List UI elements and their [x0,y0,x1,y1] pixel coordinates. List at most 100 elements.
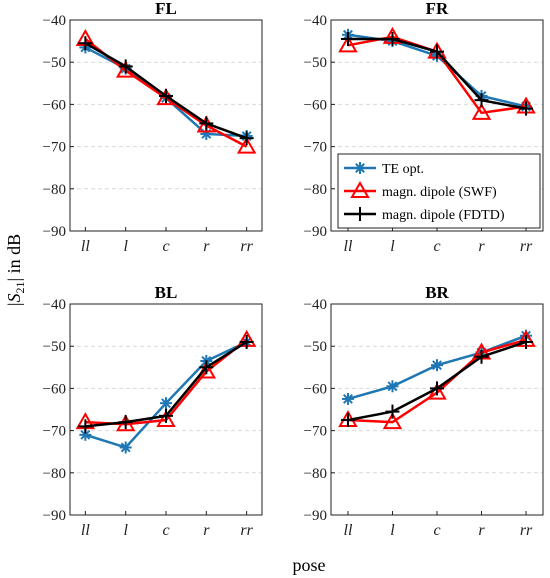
y-tick-label: −60 [304,97,327,113]
series-3 [78,36,254,146]
y-tick-label: −80 [43,182,66,198]
x-tick-label: ll [344,522,353,539]
y-tick-label: −90 [304,224,327,240]
x-tick-label: ll [344,238,353,255]
legend-entry: TE opt. [344,162,424,177]
y-tick-label: −70 [304,140,327,156]
data-point [386,380,399,393]
y-tick-label: −40 [43,297,66,313]
data-point [239,334,254,349]
data-point [340,31,355,46]
data-point [239,131,254,146]
x-tick-label: r [203,522,210,539]
x-tick-label: c [433,238,440,255]
data-point [159,88,173,103]
legend: TE opt. magn. dipole (SWF) magn. dipole (F… [337,153,541,229]
data-point [519,334,534,349]
y-tick-label: −70 [43,140,66,156]
data-point [341,392,354,405]
x-tick-label: l [123,238,128,255]
data-point [382,412,403,430]
x-tick-label: c [433,522,440,539]
data-point [118,59,133,74]
x-tick-label: ll [81,238,90,255]
x-tick-label: rr [520,522,533,539]
axes-frame [330,19,544,232]
y-tick-label: −80 [304,466,327,482]
x-tick-label: r [203,238,210,255]
x-tick-label: rr [240,522,253,539]
y-tick-label: −40 [304,13,327,29]
x-tick-label: ll [81,522,90,539]
x-axis-label: pose [293,555,326,575]
y-tick-label: −90 [43,508,66,524]
data-point [474,349,489,364]
data-point [156,410,176,428]
data-point [199,116,214,131]
data-point [160,397,172,410]
data-point [78,36,93,51]
legend-entry: magn. dipole (SWF) [344,180,497,200]
subplot-title: FL [155,0,177,18]
data-point [385,404,400,419]
data-point [156,88,176,106]
y-tick-label: −80 [304,182,327,198]
data-point [236,136,257,154]
data-point [78,419,93,434]
y-tick-label: −70 [304,424,327,440]
subplot-title: BR [425,283,449,302]
x-tick-label: c [162,238,169,255]
data-point [474,93,489,108]
data-point [430,44,444,59]
x-tick-label: c [162,522,169,539]
legend-label: magn. dipole (SWF) [382,185,497,200]
legend-label: magn. dipole (FDTD) [382,208,505,223]
x-tick-label: rr [520,238,533,255]
y-tick-label: −40 [43,13,66,29]
y-tick-label: −50 [304,339,327,355]
subplot-title: BL [155,283,178,302]
subplot-title: FR [426,0,449,18]
data-point [519,101,534,116]
axes-frame [69,19,263,232]
y-tick-label: −50 [43,55,66,71]
data-point [340,413,355,428]
y-tick-label: −50 [43,339,66,355]
y-tick-label: −70 [43,424,66,440]
y-tick-label: −80 [43,466,66,482]
data-point [471,102,492,120]
x-tick-label: r [478,522,485,539]
data-point [119,441,132,454]
axes-frame [69,303,263,516]
y-tick-label: −60 [304,381,327,397]
x-tick-label: rr [240,238,253,255]
y-tick-label: −50 [304,55,327,71]
y-tick-label: −60 [43,381,66,397]
y-tick-label: −90 [43,224,66,240]
x-tick-label: l [390,238,395,255]
data-point [431,359,443,372]
series-3 [340,31,534,116]
y-tick-label: −90 [304,508,327,524]
series-3 [78,334,254,434]
data-point [118,415,133,430]
y-tick-label: −60 [43,97,66,113]
data-point [385,31,400,46]
data-point [199,360,214,375]
series-3 [340,334,534,428]
x-tick-label: r [478,238,485,255]
legend-label: TE opt. [382,162,424,177]
plot-area [331,304,543,515]
y-tick-label: −40 [304,297,327,313]
legend-entry: magn. dipole (FDTD) [344,207,505,223]
x-tick-label: l [123,522,128,539]
axes-frame [330,303,544,516]
x-tick-label: l [390,522,395,539]
data-point [338,35,358,53]
y-axis-label: |S21| in dB [4,234,27,306]
